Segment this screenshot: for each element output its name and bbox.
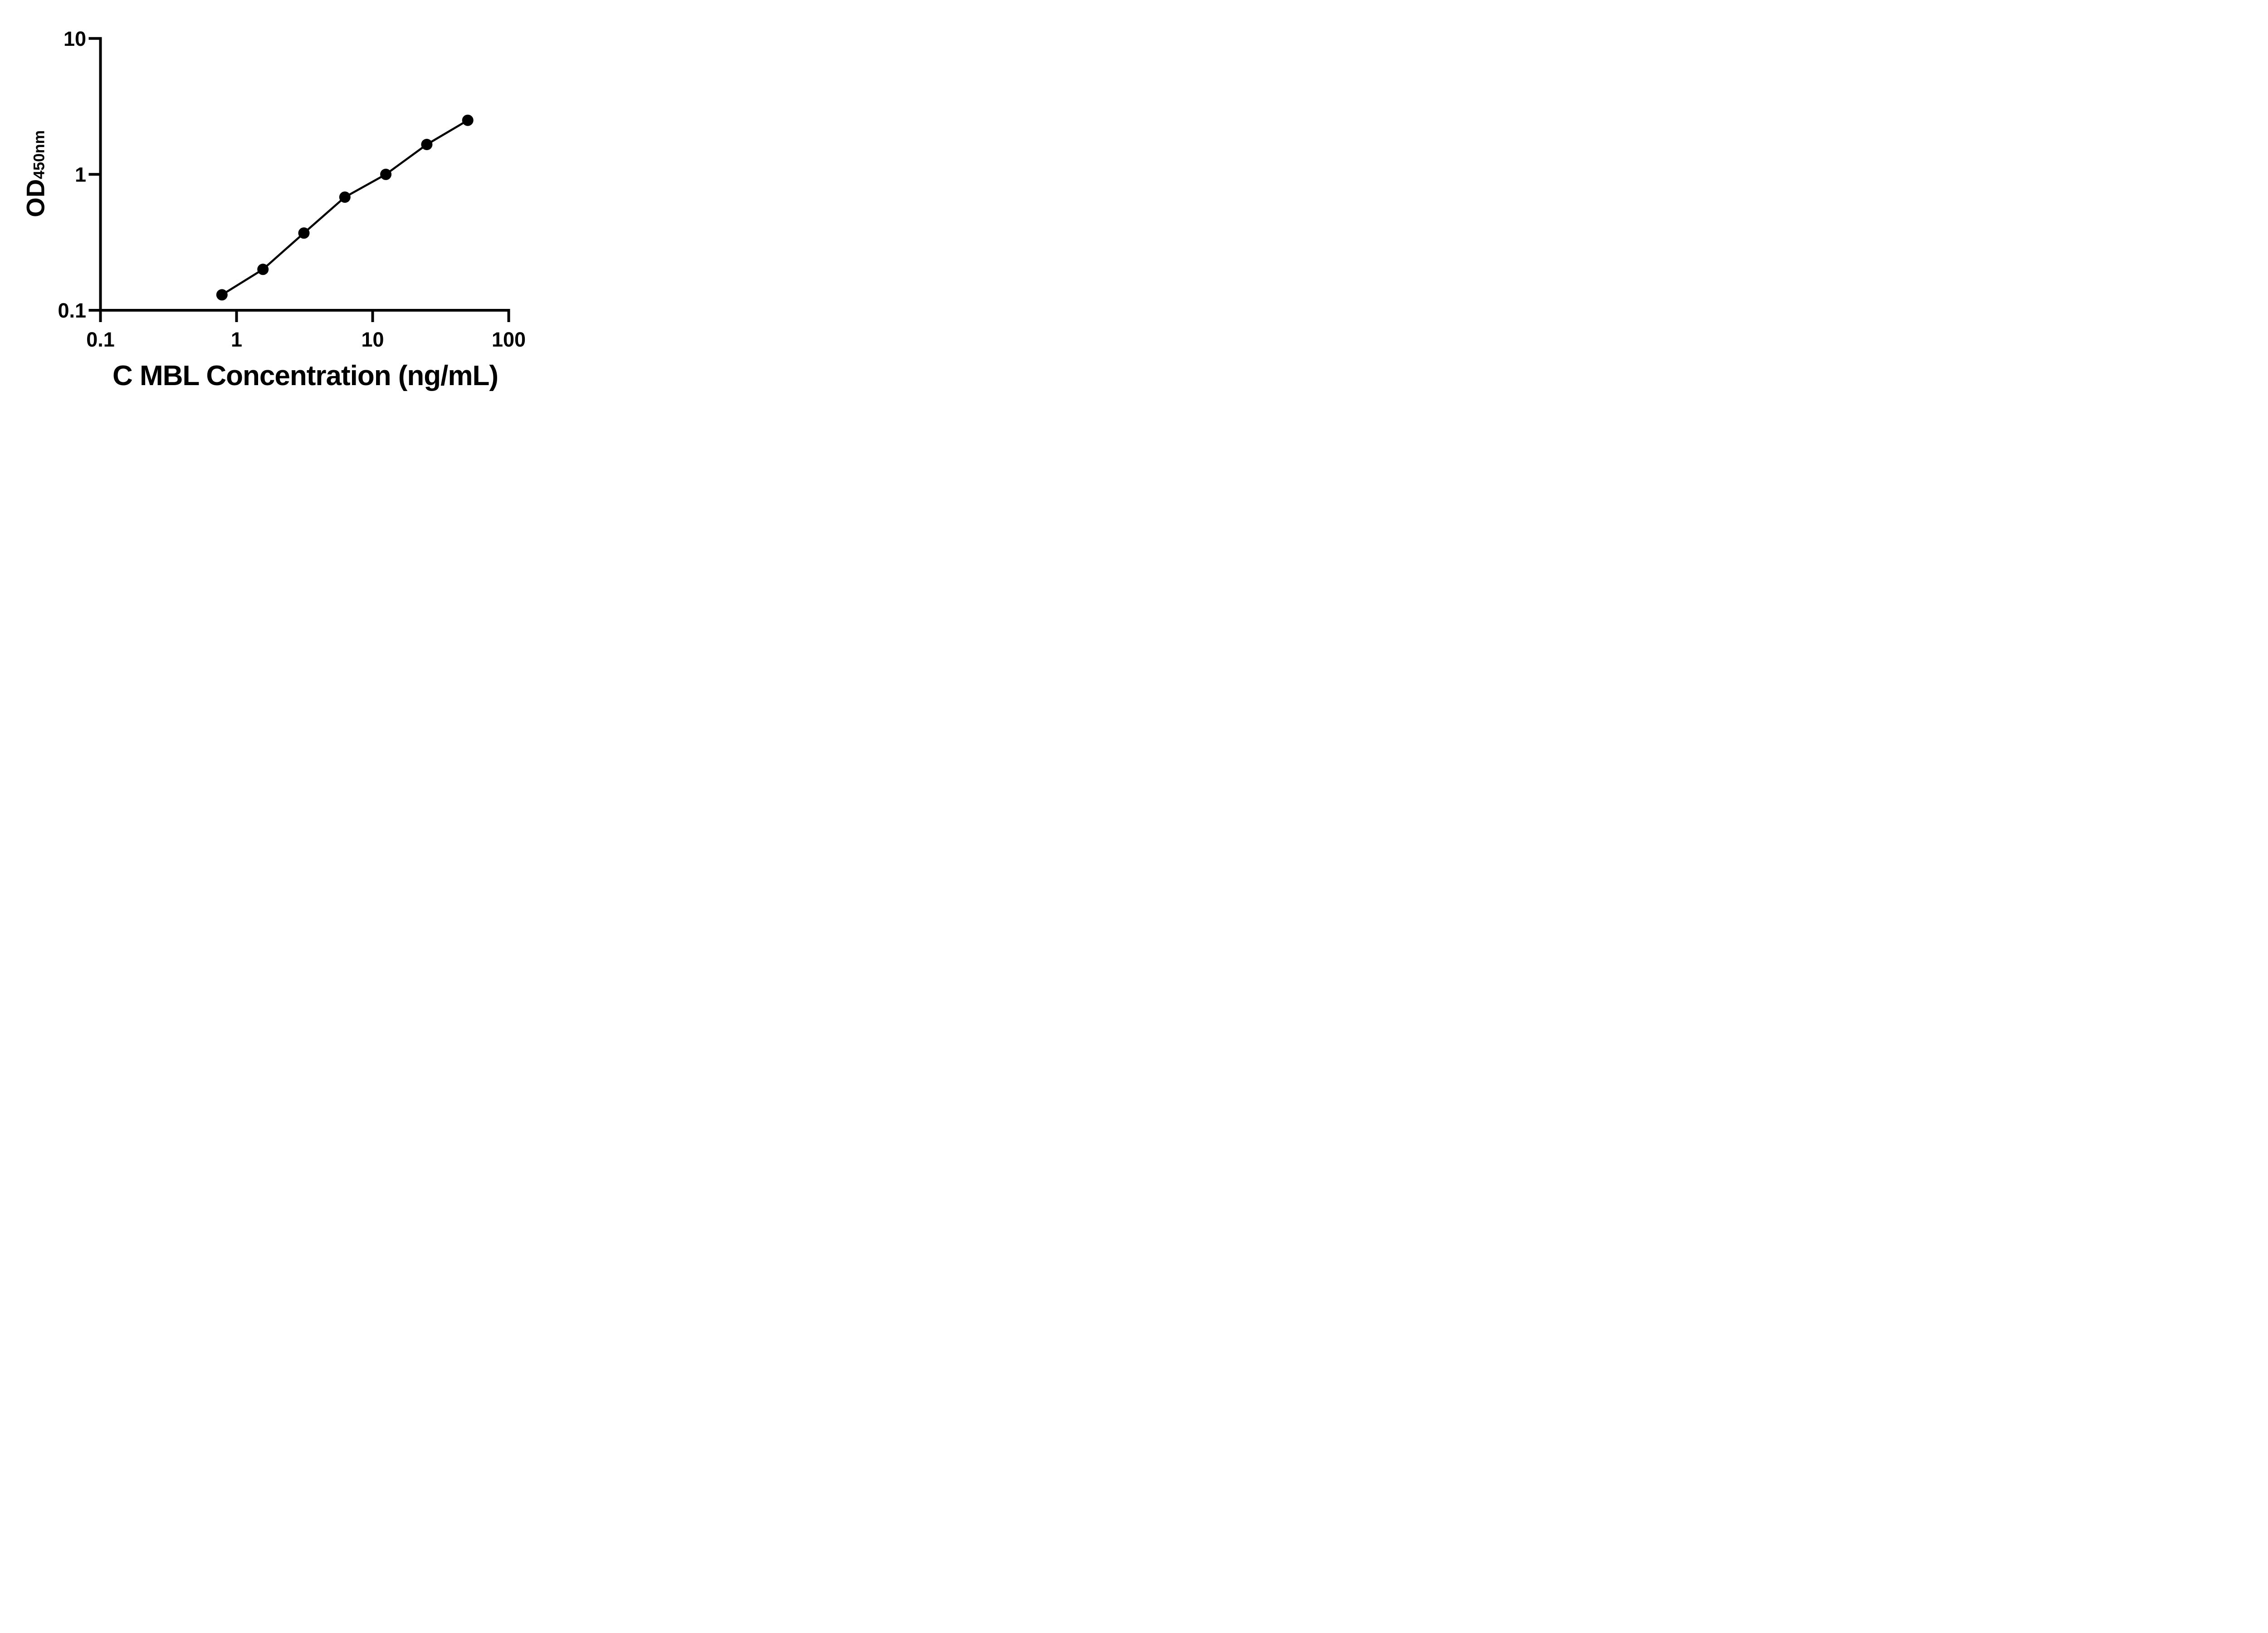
x-tick-label: 1 xyxy=(231,328,242,351)
elisa-standard-curve-figure: 0.1 1 10 100 10 1 0.1 OD450nm C MBL Concentrat… xyxy=(0,0,571,408)
plot-area: 0.1 1 10 100 10 1 0.1 xyxy=(58,27,526,351)
data-point-marker xyxy=(339,191,351,203)
y-tick-label: 10 xyxy=(64,27,86,50)
x-tick-label: 0.1 xyxy=(86,328,115,351)
data-point-marker xyxy=(421,139,433,150)
y-axis-title: OD450nm xyxy=(21,130,50,217)
data-point-marker xyxy=(298,227,310,239)
y-tick-label: 0.1 xyxy=(58,299,86,322)
x-axis-title: C MBL Concentration (ng/mL) xyxy=(112,360,499,391)
data-point-marker xyxy=(216,289,228,301)
data-point-marker xyxy=(257,264,269,275)
y-axis-title-sub: 450nm xyxy=(30,130,48,179)
data-point-marker xyxy=(462,114,474,126)
x-tick-label: 100 xyxy=(492,328,526,351)
y-tick-label: 1 xyxy=(75,163,86,186)
data-point-marker xyxy=(380,168,392,180)
y-axis-title-main: OD xyxy=(21,179,50,217)
x-tick-label: 10 xyxy=(361,328,384,351)
